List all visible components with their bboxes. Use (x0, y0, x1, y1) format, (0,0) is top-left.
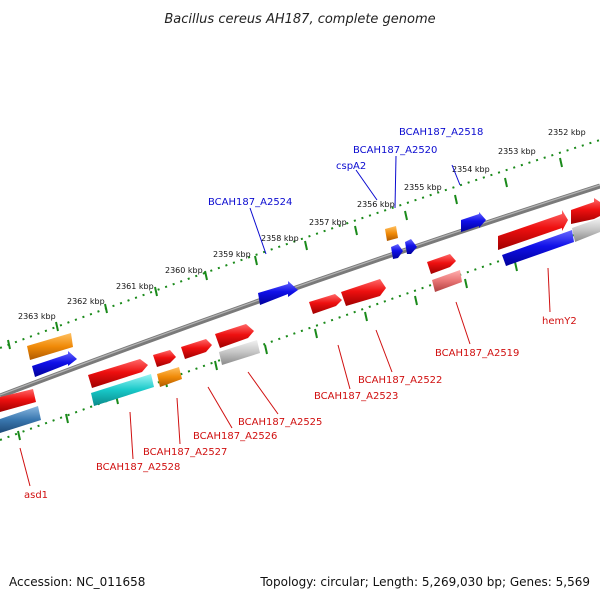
ruler-label-2361: 2361 kbp (116, 282, 154, 291)
backbone-highlight (0, 184, 600, 396)
feature-red-arrow[interactable] (153, 350, 176, 367)
inner-ruler-track (0, 225, 600, 441)
feature-blue-arrow[interactable] (461, 212, 486, 232)
gene-label-A2524[interactable]: BCAH187_A2524 (208, 197, 292, 208)
ruler-label-2352: 2352 kbp (548, 128, 586, 137)
top-strand-features (27, 198, 600, 377)
gene-label-A2525[interactable]: BCAH187_A2525 (238, 417, 322, 428)
outer-ruler-ticks (7, 157, 563, 350)
gene-label-asd1[interactable]: asd1 (24, 490, 48, 501)
feature-blue-arrow-small[interactable] (391, 244, 403, 259)
top-leader-lines (249, 155, 461, 255)
ruler-label-2360: 2360 kbp (165, 266, 203, 275)
ruler-label-2356: 2356 kbp (357, 200, 395, 209)
feature-orange-box[interactable] (27, 333, 73, 360)
feature-cyan-box[interactable] (91, 374, 154, 406)
accession-text: Accession: NC_011658 (9, 575, 145, 589)
gene-label-A2526[interactable]: BCAH187_A2526 (193, 431, 277, 442)
feature-red-box[interactable] (0, 389, 36, 412)
feature-red-arrow[interactable] (181, 339, 212, 359)
gene-label-A2528[interactable]: BCAH187_A2528 (96, 462, 180, 473)
feature-blue-arrow-small[interactable] (405, 239, 417, 254)
bottom-strand-features (0, 218, 600, 433)
feature-grey-box[interactable] (572, 218, 600, 242)
ruler-label-2354: 2354 kbp (452, 165, 490, 174)
feature-red-arrow[interactable] (215, 324, 254, 348)
feature-blue-arrow[interactable] (258, 281, 298, 305)
gene-label-A2522[interactable]: BCAH187_A2522 (358, 375, 442, 386)
topology-text: Topology: circular; Length: 5,269,030 bp… (259, 575, 590, 589)
feature-blue-arrow[interactable] (32, 351, 77, 377)
feature-steelblue-box[interactable] (0, 406, 41, 433)
genome-title: Bacillus cereus AH187, complete genome (164, 12, 435, 27)
gene-label-hemY2[interactable]: hemY2 (542, 316, 577, 327)
ruler-label-2358: 2358 kbp (261, 234, 299, 243)
ruler-label-2359: 2359 kbp (213, 250, 251, 259)
ruler-label-2363: 2363 kbp (18, 312, 56, 321)
top-gene-labels: BCAH187_A2518 BCAH187_A2520 cspA2 BCAH18… (208, 127, 483, 208)
feature-red-arrow[interactable] (498, 210, 568, 250)
genome-backbone (0, 183, 600, 399)
ruler-label-2355: 2355 kbp (404, 183, 442, 192)
bottom-gene-labels: hemY2 BCAH187_A2519 BCAH187_A2522 BCAH18… (24, 316, 577, 501)
gene-label-A2527[interactable]: BCAH187_A2527 (143, 447, 227, 458)
feature-red-arrow[interactable] (427, 254, 456, 274)
ruler-labels: 2352 kbp 2353 kbp 2354 kbp 2355 kbp 2356… (18, 128, 586, 321)
feature-red-arrow[interactable] (571, 198, 600, 224)
feature-orange-box[interactable] (385, 226, 398, 241)
ruler-label-2353: 2353 kbp (498, 147, 536, 156)
gene-label-A2519[interactable]: BCAH187_A2519 (435, 348, 519, 359)
feature-red-arrow[interactable] (88, 359, 148, 388)
feature-pink-box[interactable] (432, 270, 462, 292)
ruler-label-2357: 2357 kbp (309, 218, 347, 227)
gene-label-A2520[interactable]: BCAH187_A2520 (353, 145, 437, 156)
gene-label-cspA2[interactable]: cspA2 (336, 161, 366, 172)
gene-label-A2518[interactable]: BCAH187_A2518 (399, 127, 483, 138)
feature-red-arrow[interactable] (309, 294, 342, 314)
feature-grey-box[interactable] (219, 340, 260, 365)
feature-blue-arrow[interactable] (502, 230, 574, 266)
bottom-leader-lines (19, 267, 551, 487)
ruler-label-2362: 2362 kbp (67, 297, 105, 306)
feature-red-arrow[interactable] (341, 279, 386, 306)
gene-label-A2523[interactable]: BCAH187_A2523 (314, 391, 398, 402)
feature-orange-box[interactable] (157, 367, 182, 387)
